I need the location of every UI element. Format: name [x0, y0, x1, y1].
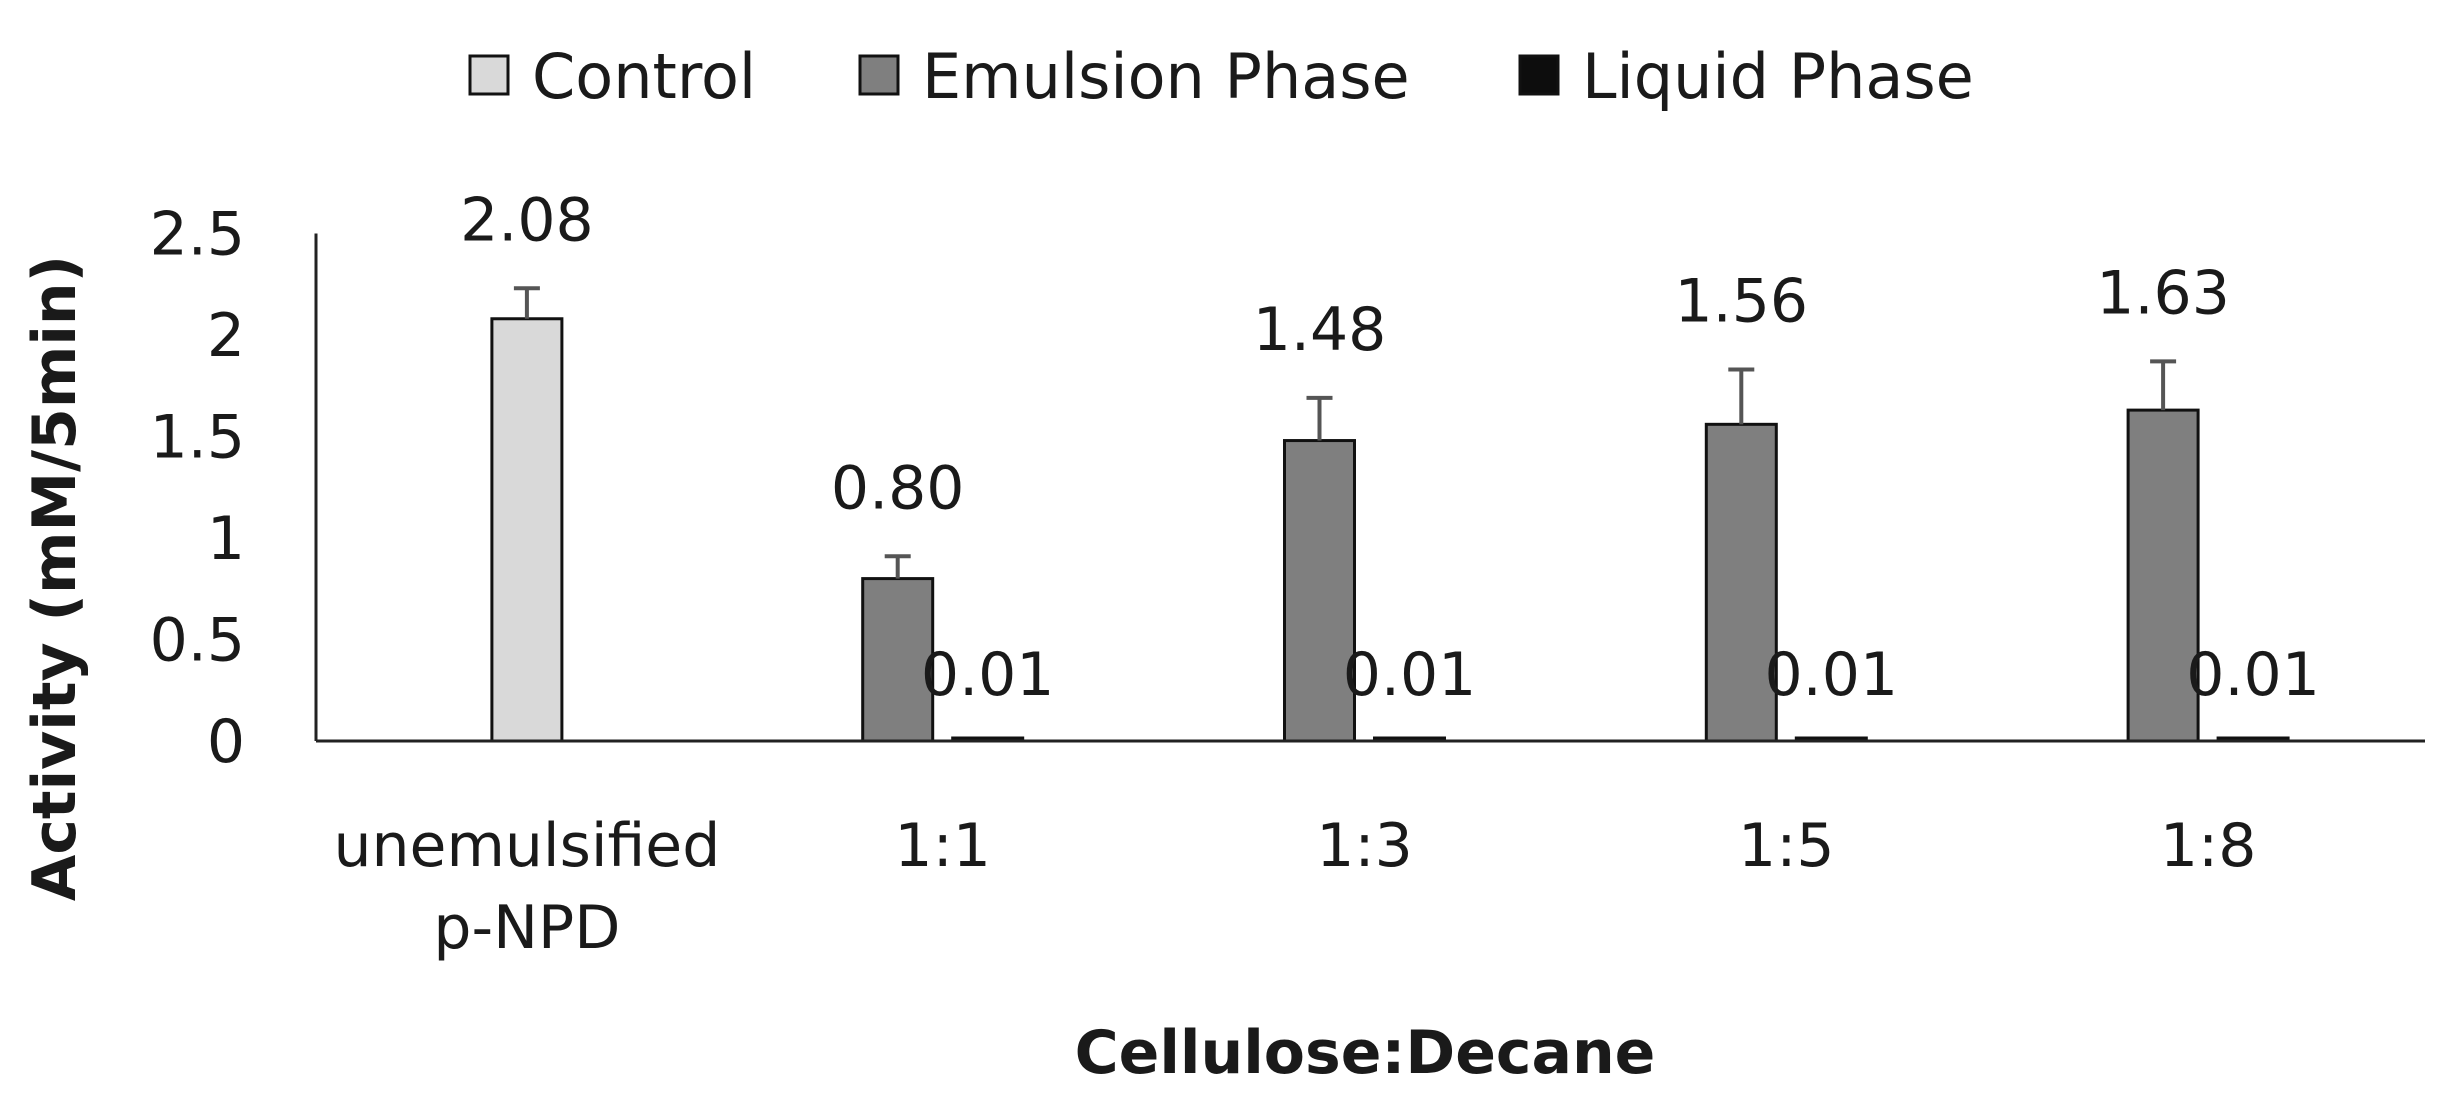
data-label: 0.01: [2186, 640, 2320, 710]
data-label: 2.08: [460, 185, 594, 255]
data-label: 1.56: [1675, 267, 1809, 337]
x-tick-label: 1:8: [2160, 811, 2257, 881]
y-tick-label: 2.5: [150, 200, 245, 270]
y-tick-label: 1.5: [150, 403, 245, 473]
legend-swatch-emulsion-phase: [858, 54, 900, 96]
x-tick-label: 1:5: [1738, 811, 1835, 881]
data-label: 0.01: [1343, 640, 1477, 710]
x-tick-label: unemulsified: [333, 811, 720, 881]
y-axis: 0 0.5 1 1.5 2 2.5: [150, 200, 318, 777]
y-axis-label: Activity (mM/5min): [20, 255, 90, 901]
data-label: 0.01: [921, 640, 1055, 710]
bar-emulsion-phase: [861, 577, 935, 743]
data-label: 1.63: [2096, 258, 2230, 328]
bar-control: [490, 317, 564, 743]
bar-emulsion-phase: [1704, 422, 1778, 743]
legend-swatch-control: [468, 54, 510, 96]
legend: Control Emulsion Phase Liquid Phase: [468, 40, 1974, 113]
x-axis: unemulsified p-NPD 1:1 1:3 1:5 1:8: [316, 739, 2425, 963]
x-tick-label: p-NPD: [433, 893, 620, 963]
y-tick-label: 0.5: [150, 606, 245, 676]
x-tick-label: 1:1: [894, 811, 991, 881]
legend-label-liquid-phase: Liquid Phase: [1582, 40, 1974, 113]
bars: 2.08 0.80 1.48 1.56 1.63 0.01 0.01 0.01 0.01: [460, 185, 2320, 743]
y-tick-label: 0: [207, 707, 245, 777]
x-tick-label: 1:3: [1316, 811, 1413, 881]
legend-label-control: Control: [532, 40, 756, 113]
y-tick-label: 1: [207, 504, 245, 574]
legend-swatch-liquid-phase: [1518, 54, 1560, 96]
x-axis-label: Cellulose:Decane: [1075, 1018, 1656, 1088]
data-label: 0.80: [831, 453, 965, 523]
y-tick-label: 2: [207, 301, 245, 371]
data-label: 0.01: [1765, 640, 1899, 710]
data-label: 1.48: [1253, 295, 1387, 365]
legend-label-emulsion-phase: Emulsion Phase: [922, 40, 1410, 113]
